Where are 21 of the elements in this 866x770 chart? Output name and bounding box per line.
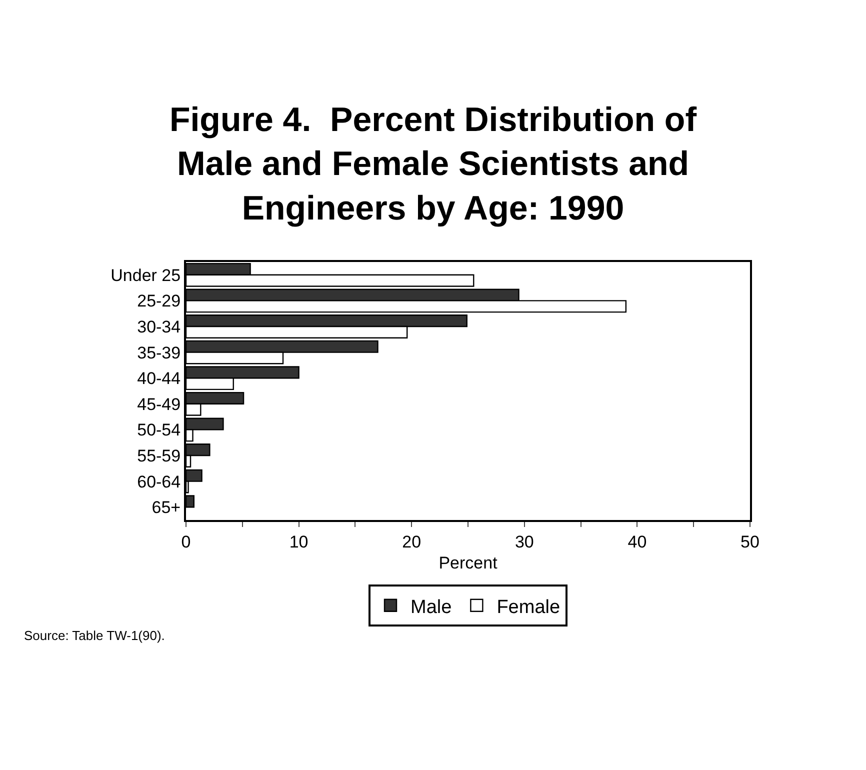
y-tick-label: 25-29 (137, 292, 181, 311)
chart-title: Figure 4. Percent Distribution of Male and Female Scientists and Engineers by Age: 1990 (169, 100, 698, 228)
x-tick-label: 20 (402, 532, 422, 552)
x-tick-label: 0 (181, 532, 191, 552)
x-tick-label: 30 (514, 532, 534, 552)
y-tick-label: 55-59 (137, 446, 181, 466)
x-tick-label: 50 (740, 532, 760, 552)
x-tick-label: 40 (628, 532, 647, 552)
y-tick-label: 60-64 (137, 472, 181, 492)
y-tick-label: 40-44 (137, 369, 181, 388)
legend-label: Female (496, 596, 560, 618)
y-tick-label: 65+ (152, 498, 181, 518)
legend-label: Male (410, 596, 452, 618)
y-tick-label: 30-34 (137, 317, 181, 336)
y-tick-label: 50-54 (137, 420, 181, 440)
y-tick-label: 45-49 (137, 394, 181, 414)
y-tick-label: 35-39 (137, 343, 181, 362)
y-tick-label: Under 25 (110, 266, 181, 285)
source-note: Source: Table TW-1(90). (24, 628, 165, 643)
x-tick-label: 10 (289, 532, 308, 552)
x-axis-title: Percent (438, 553, 498, 572)
